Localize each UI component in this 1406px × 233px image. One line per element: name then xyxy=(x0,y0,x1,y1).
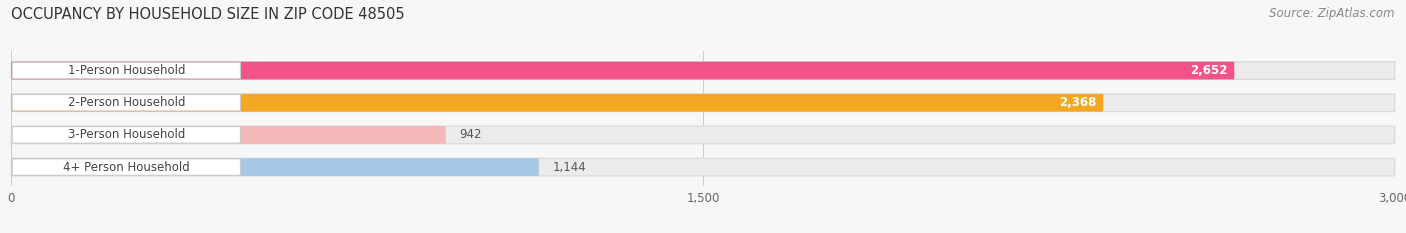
FancyBboxPatch shape xyxy=(11,158,538,176)
FancyBboxPatch shape xyxy=(13,127,240,143)
FancyBboxPatch shape xyxy=(11,158,1395,176)
FancyBboxPatch shape xyxy=(11,126,446,144)
FancyBboxPatch shape xyxy=(13,95,240,111)
Text: 2-Person Household: 2-Person Household xyxy=(67,96,186,109)
FancyBboxPatch shape xyxy=(13,62,240,79)
FancyBboxPatch shape xyxy=(11,94,1395,112)
Text: 3-Person Household: 3-Person Household xyxy=(67,128,186,141)
Text: 942: 942 xyxy=(460,128,482,141)
FancyBboxPatch shape xyxy=(11,94,1104,112)
FancyBboxPatch shape xyxy=(11,62,1395,79)
FancyBboxPatch shape xyxy=(11,126,1395,144)
FancyBboxPatch shape xyxy=(13,159,240,175)
Text: 2,368: 2,368 xyxy=(1059,96,1097,109)
Text: 2,652: 2,652 xyxy=(1189,64,1227,77)
Text: 1-Person Household: 1-Person Household xyxy=(67,64,186,77)
Text: Source: ZipAtlas.com: Source: ZipAtlas.com xyxy=(1270,7,1395,20)
Text: 1,144: 1,144 xyxy=(553,161,586,174)
Text: OCCUPANCY BY HOUSEHOLD SIZE IN ZIP CODE 48505: OCCUPANCY BY HOUSEHOLD SIZE IN ZIP CODE … xyxy=(11,7,405,22)
FancyBboxPatch shape xyxy=(11,62,1234,79)
Text: 4+ Person Household: 4+ Person Household xyxy=(63,161,190,174)
